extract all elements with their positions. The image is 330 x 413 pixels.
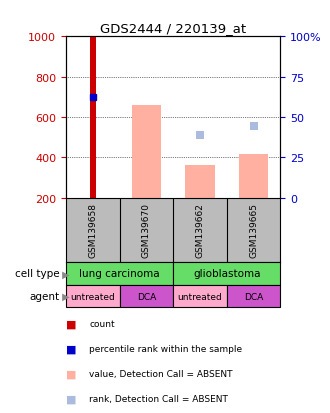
Bar (132, 106, 161, 198)
Text: ■: ■ (66, 369, 77, 379)
Text: ■: ■ (66, 319, 77, 329)
Text: percentile rank within the sample: percentile rank within the sample (89, 344, 242, 354)
Bar (66, 285, 119, 308)
Text: GSM139670: GSM139670 (142, 203, 151, 258)
Text: ▶: ▶ (59, 268, 70, 279)
Text: GSM139658: GSM139658 (88, 203, 97, 258)
Text: ■: ■ (66, 394, 77, 404)
Bar (173, 285, 227, 308)
Bar (227, 285, 280, 308)
Text: ▶: ▶ (59, 291, 70, 301)
Text: GSM139665: GSM139665 (249, 203, 258, 258)
Title: GDS2444 / 220139_at: GDS2444 / 220139_at (100, 21, 246, 35)
Text: GSM139662: GSM139662 (196, 203, 205, 258)
Bar (239, 155, 268, 198)
Bar (119, 285, 173, 308)
Bar (90, 37, 96, 198)
Text: glioblastoma: glioblastoma (193, 268, 261, 279)
Text: value, Detection Call = ABSENT: value, Detection Call = ABSENT (89, 369, 233, 378)
Text: agent: agent (29, 291, 59, 301)
Text: cell type: cell type (15, 268, 59, 279)
Text: ■: ■ (66, 344, 77, 354)
Text: untreated: untreated (178, 292, 222, 301)
Text: untreated: untreated (70, 292, 115, 301)
Text: lung carcinoma: lung carcinoma (79, 268, 160, 279)
Bar (173, 262, 280, 285)
Text: DCA: DCA (244, 292, 263, 301)
Bar (66, 262, 173, 285)
Text: DCA: DCA (137, 292, 156, 301)
Text: count: count (89, 320, 115, 329)
Bar (185, 166, 215, 198)
Text: rank, Detection Call = ABSENT: rank, Detection Call = ABSENT (89, 394, 228, 403)
